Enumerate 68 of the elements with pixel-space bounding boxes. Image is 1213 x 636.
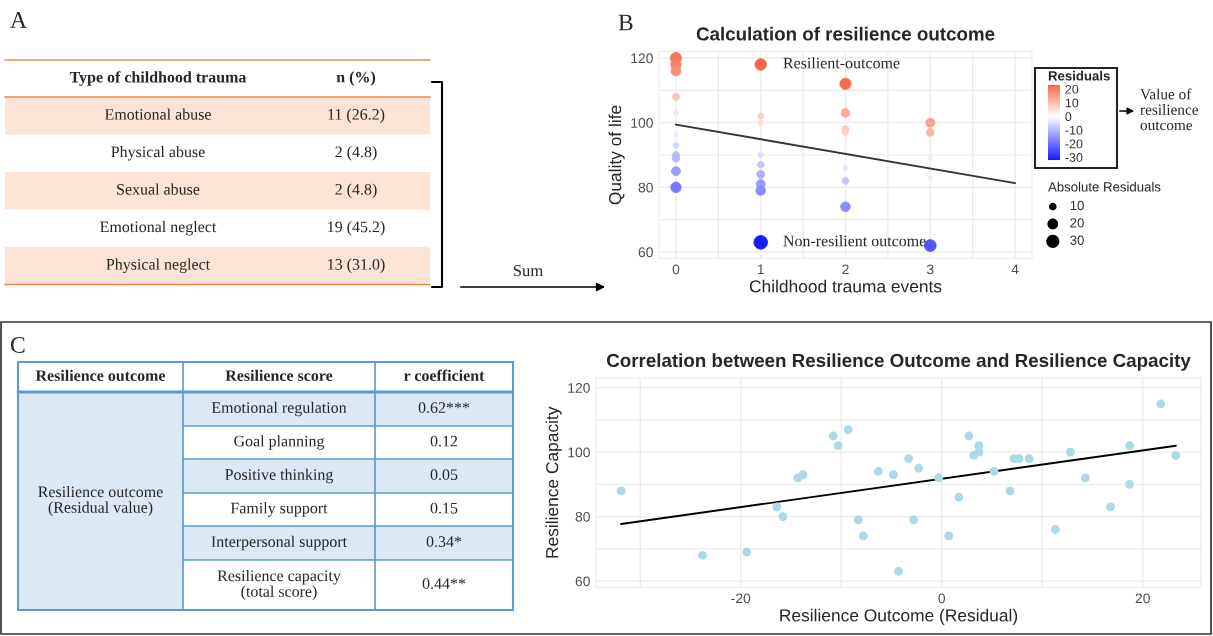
x-tick-label: 4 — [1011, 264, 1019, 275]
text: Type of childhood trauma — [69, 71, 247, 86]
text: Positive thinking — [225, 468, 334, 484]
x-tick-label: 1 — [757, 264, 764, 275]
annotation: Resilient-outcome — [783, 57, 900, 69]
text: 2 (4.8) — [335, 146, 377, 161]
legend-label: 20 — [1070, 218, 1084, 228]
text: Value of resilience outcome — [1140, 88, 1198, 131]
x-tick-label: -20 — [731, 593, 751, 604]
y-tick-label: 60 — [638, 247, 653, 258]
text: n (%) — [336, 71, 376, 86]
text: 0.12 — [430, 435, 458, 447]
text: C — [10, 337, 25, 353]
x-tick-label: 3 — [926, 264, 934, 275]
chart-title: Calculation of resilience outcome — [696, 26, 995, 41]
text: Physical abuse — [111, 145, 205, 161]
text: 11 (26.2) — [328, 108, 385, 123]
text: Resilience score — [225, 369, 333, 381]
color-bar-label: 20 — [1065, 84, 1079, 94]
text: Physical neglect — [106, 258, 211, 274]
text: Interpersonal support — [211, 535, 347, 551]
text: 2 (4.8) — [335, 183, 377, 198]
legend-label: 10 — [1070, 200, 1084, 211]
color-bar-label: -10 — [1065, 125, 1083, 135]
text: 0.62*** — [418, 402, 470, 414]
x-tick-label: 0 — [672, 264, 680, 275]
y-tick-label: 120 — [568, 383, 590, 393]
legend-title: Absolute Residuals — [1048, 181, 1161, 192]
color-bar-label: -20 — [1065, 139, 1083, 149]
text: 0.44** — [422, 578, 466, 590]
text: Emotional abuse — [105, 108, 211, 120]
x-axis-title: Resilience Outcome (Residual) — [780, 608, 1018, 625]
text: 0.05 — [430, 469, 458, 481]
text: Emotional neglect — [100, 220, 217, 236]
text: 13 (31.0) — [328, 258, 385, 273]
x-axis-title: Childhood trauma events — [749, 279, 942, 293]
y-tick-label: 80 — [575, 511, 590, 522]
text: Resilience outcome — [35, 369, 166, 382]
x-tick-label: 20 — [1135, 593, 1150, 604]
y-tick-label: 60 — [575, 576, 590, 587]
color-bar-label: 10 — [1065, 98, 1079, 108]
text: r coefficient — [404, 369, 485, 381]
color-bar-label: 0 — [1065, 112, 1072, 122]
chart-title: Correlation between Resilience Outcome and Resilience Capacity — [607, 353, 1191, 371]
y-tick-label: 80 — [638, 182, 653, 193]
text: A — [10, 12, 27, 28]
y-axis-title: Quality of life — [608, 105, 625, 205]
text: 19 (45.2) — [328, 221, 385, 236]
color-bar-title: Residuals — [1048, 70, 1110, 81]
text: 0.15 — [430, 502, 458, 514]
annotation: Non-resilient outcome — [783, 235, 926, 247]
x-tick-label: 0 — [938, 593, 946, 604]
text: Resilience capacity (total score) — [217, 569, 341, 601]
text: Sum — [513, 264, 544, 277]
color-bar-label: -30 — [1065, 153, 1083, 162]
text: Goal planning — [234, 435, 325, 450]
text: Family support — [230, 502, 328, 517]
text: Resilience outcome (Residual value) — [38, 485, 163, 517]
y-tick-label: 120 — [631, 53, 653, 64]
y-tick-label: 100 — [568, 447, 590, 458]
x-tick-label: 2 — [842, 264, 849, 275]
text: Emotional regulation — [211, 401, 347, 417]
text: B — [618, 14, 633, 31]
text: 0.34* — [426, 536, 462, 548]
y-tick-label: 100 — [631, 117, 653, 128]
legend-label: 30 — [1070, 235, 1084, 245]
y-axis-title: Resilience Capacity — [545, 406, 562, 558]
text: Sexual abuse — [117, 183, 200, 195]
